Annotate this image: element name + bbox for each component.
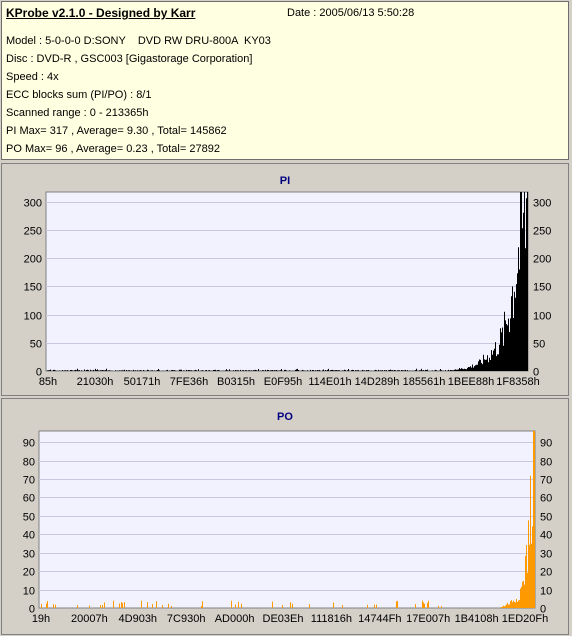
pi-ytick-left: 300 (24, 198, 42, 210)
po-ytick-left: 30 (23, 549, 35, 561)
pi-xtick-label: E0F95h (264, 376, 303, 388)
po-ytick-right: 40 (540, 530, 552, 542)
po-chart: 0 0 10 10 20 20 30 30 40 40 50 50 60 60 70 70 80 80 90 90 19… (23, 430, 552, 625)
po-xtick-label: 4D903h (119, 613, 158, 625)
po-ytick-left: 10 (23, 586, 35, 598)
po-ytick-left: 60 (23, 493, 35, 505)
po-ytick-left: 80 (23, 457, 35, 469)
po-xtick-label: 20007h (71, 613, 108, 625)
po-plot-area (38, 430, 536, 609)
po-ytick-right: 70 (540, 475, 552, 487)
info-speed: Speed : 4x (6, 71, 59, 83)
info-disc: Disc : DVD-R , GSC003 [Gigastorage Corpo… (6, 53, 253, 65)
pi-xtick-label: 85h (39, 376, 57, 388)
pi-ytick-right: 50 (533, 339, 545, 351)
pi-xtick-label: 14D289h (355, 376, 400, 388)
pi-chart: 0 0 50 50 100 100 150 150 200 200 250 250 300 300 85h 2… (24, 191, 551, 388)
po-ytick-right: 30 (540, 549, 552, 561)
po-ytick-left: 50 (23, 512, 35, 524)
po-ytick-left: 40 (23, 530, 35, 542)
po-ytick-left: 90 (23, 438, 35, 450)
po-ytick-right: 10 (540, 586, 552, 598)
pi-ytick-right: 150 (533, 282, 551, 294)
pi-ytick-left: 0 (36, 367, 42, 379)
pi-xtick-label: 1F8358h (496, 376, 539, 388)
pi-ytick-left: 100 (24, 311, 42, 323)
pi-ytick-right: 200 (533, 254, 551, 266)
pi-chart-panel: PI 0 0 50 50 100 100 150 150 200 200 250 250 300 300 8… (1, 163, 569, 396)
pi-ytick-right: 250 (533, 226, 551, 238)
pi-ytick-right: 100 (533, 311, 551, 323)
pi-ytick-right: 0 (533, 367, 539, 379)
pi-xtick-label: 185561h (403, 376, 446, 388)
pi-chart-title: PI (279, 175, 291, 187)
pi-ytick-left: 50 (30, 339, 42, 351)
pi-xtick-label: 21030h (77, 376, 114, 388)
pi-plot-area (45, 191, 529, 372)
pi-xtick-label: 7FE36h (170, 376, 209, 388)
info-po-summary: PO Max= 96 , Average= 0.23 , Total= 2789… (6, 143, 220, 155)
scan-date: Date : 2005/06/13 5:50:28 (287, 7, 415, 19)
pi-xtick-label: 114E01h (308, 376, 351, 388)
po-xtick-label: 1B4108h (455, 613, 499, 625)
po-ytick-right: 0 (540, 604, 546, 616)
po-xtick-label: 14744Fh (358, 613, 401, 625)
po-series-bars (41, 431, 535, 608)
info-pi-summary: PI Max= 317 , Average= 9.30 , Total= 145… (6, 125, 227, 137)
po-ytick-right: 50 (540, 512, 552, 524)
po-ytick-right: 20 (540, 567, 552, 579)
po-xtick-label: AD000h (215, 613, 255, 625)
po-xtick-label: 7C930h (167, 613, 206, 625)
pi-xtick-label: B0315h (217, 376, 255, 388)
po-ytick-right: 90 (540, 438, 552, 450)
po-ytick-left: 0 (29, 604, 35, 616)
po-chart-panel: PO 0 0 10 10 20 20 30 30 40 40 50 50 60 60 70 70 80 80 90 9… (1, 398, 569, 635)
po-xtick-label: 17E007h (406, 613, 450, 625)
po-ytick-left: 20 (23, 567, 35, 579)
disc-info-panel: KProbe v2.1.0 - Designed by Karr Date : … (1, 1, 569, 160)
info-ecc-blocks: ECC blocks sum (PI/PO) : 8/1 (6, 89, 152, 101)
po-xtick-label: 1ED20Fh (502, 613, 548, 625)
po-chart-title: PO (277, 411, 293, 423)
pi-series-bars (46, 192, 528, 371)
pi-xtick-label: 50171h (124, 376, 161, 388)
pi-ytick-left: 200 (24, 254, 42, 266)
po-ytick-left: 70 (23, 475, 35, 487)
pi-ytick-left: 150 (24, 282, 42, 294)
po-ytick-right: 80 (540, 457, 552, 469)
info-model: Model : 5-0-0-0 D:SONY DVD RW DRU-800A K… (6, 35, 271, 47)
info-scanned-range: Scanned range : 0 - 213365h (6, 107, 149, 119)
pi-ytick-right: 300 (533, 198, 551, 210)
pi-ytick-left: 250 (24, 226, 42, 238)
app-title: KProbe v2.1.0 - Designed by Karr (6, 6, 196, 20)
po-xtick-label: DE03Eh (263, 613, 304, 625)
po-xtick-label: 19h (32, 613, 50, 625)
pi-xtick-label: 1BEE88h (448, 376, 494, 388)
po-ytick-right: 60 (540, 493, 552, 505)
po-xtick-label: 111816h (311, 613, 352, 625)
